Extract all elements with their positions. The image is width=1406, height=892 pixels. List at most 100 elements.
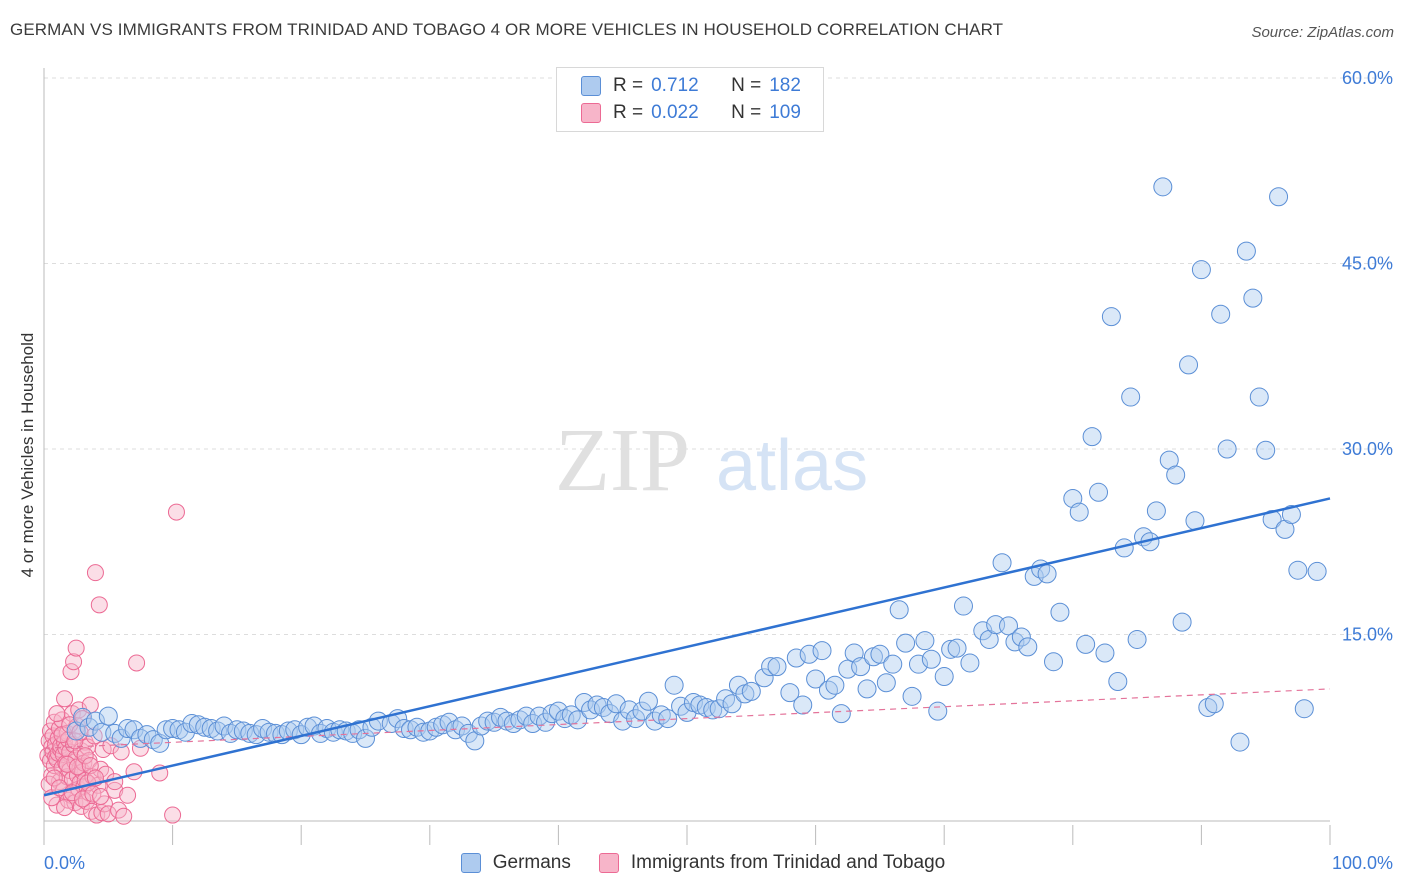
data-point-germans: [722, 694, 742, 714]
data-point-immigrants: [48, 705, 66, 723]
data-point-germans: [638, 691, 658, 711]
data-point-germans: [831, 704, 851, 724]
data-point-germans: [1191, 260, 1211, 280]
data-point-germans: [1082, 427, 1102, 447]
data-point-immigrants: [167, 503, 185, 521]
data-point-germans: [851, 657, 871, 677]
legend-r-label: R =: [613, 75, 644, 96]
data-point-germans: [1011, 627, 1031, 647]
data-point-germans: [812, 641, 832, 661]
data-point-germans: [716, 689, 736, 709]
data-point-germans: [960, 653, 980, 673]
legend-label-immigrants: Immigrants from Trinidad and Tobago: [630, 852, 946, 873]
trend-lines: [43, 497, 1331, 797]
data-point-germans: [857, 679, 877, 699]
data-point-immigrants: [76, 747, 94, 765]
legend-label-germans: Germans: [492, 852, 571, 873]
data-point-immigrants: [56, 690, 74, 708]
data-point-germans: [806, 669, 826, 689]
data-point-germans: [780, 683, 800, 703]
series-germans-points: [66, 177, 1327, 753]
data-point-germans: [240, 723, 260, 743]
data-point-germans: [754, 668, 774, 688]
legend-item-immigrants[interactable]: Immigrants from Trinidad and Tobago: [598, 852, 946, 874]
watermark-atlas: atlas: [716, 426, 868, 506]
data-point-germans: [1121, 387, 1141, 407]
data-point-germans: [1281, 505, 1301, 525]
data-point-germans: [452, 716, 472, 736]
data-point-germans: [195, 717, 215, 737]
data-point-germans: [1269, 187, 1289, 207]
data-point-germans: [703, 700, 723, 720]
legend-swatch-pink: [598, 853, 619, 873]
tick-labels: 15.0% 30.0% 45.0% 60.0% 0.0% 100.0%: [44, 68, 1393, 873]
legend-r-value: 0.022: [651, 102, 699, 123]
data-point-germans: [921, 649, 941, 669]
data-point-germans: [793, 695, 813, 715]
y-tick-label: 60.0%: [1342, 68, 1393, 88]
data-point-immigrants: [90, 596, 108, 614]
data-point-immigrants: [58, 755, 76, 773]
data-point-germans: [1307, 561, 1327, 581]
data-point-germans: [1044, 652, 1064, 672]
data-point-germans: [1249, 387, 1269, 407]
legend-n-value: 182: [769, 75, 801, 96]
data-point-germans: [1050, 602, 1070, 622]
data-point-germans: [1108, 671, 1128, 691]
legend-item-germans[interactable]: Germans: [460, 852, 571, 874]
data-point-germans: [941, 639, 961, 659]
data-point-immigrants: [112, 743, 130, 761]
legend-n-label: N =: [731, 75, 762, 96]
chart-title: GERMAN VS IMMIGRANTS FROM TRINIDAD AND T…: [10, 20, 1004, 39]
data-point-germans: [883, 654, 903, 674]
data-point-germans: [1127, 629, 1147, 649]
data-point-germans: [767, 657, 787, 677]
stats-legend: R = 0.712 N = 182 R = 0.022 N = 109: [556, 67, 824, 132]
data-point-germans: [934, 667, 954, 687]
legend-n-value: 109: [769, 102, 801, 123]
data-point-germans: [143, 730, 163, 750]
data-point-germans: [786, 648, 806, 668]
data-point-immigrants: [106, 781, 124, 799]
data-point-germans: [548, 701, 568, 721]
data-point-germans: [510, 710, 530, 730]
legend-swatch-pink: [581, 103, 601, 123]
data-point-germans: [227, 720, 247, 740]
legend-r-label: R =: [613, 102, 644, 123]
data-point-germans: [825, 675, 845, 695]
data-point-germans: [1153, 177, 1173, 197]
data-point-germans: [992, 553, 1012, 573]
legend-swatch-blue: [581, 76, 601, 96]
data-point-germans: [1230, 732, 1250, 752]
data-point-germans: [1256, 440, 1276, 460]
data-point-germans: [1288, 560, 1308, 580]
watermark-zip: ZIP: [555, 411, 690, 510]
data-point-immigrants: [67, 639, 85, 657]
data-point-immigrants: [106, 773, 124, 791]
data-point-germans: [1179, 355, 1199, 375]
data-point-germans: [799, 644, 819, 664]
data-point-germans: [870, 644, 890, 664]
data-point-germans: [1095, 643, 1115, 663]
data-point-immigrants: [45, 769, 63, 787]
data-point-germans: [1018, 637, 1038, 657]
data-point-germans: [902, 686, 922, 706]
legend-swatch-blue: [460, 853, 481, 873]
data-point-germans: [889, 600, 909, 620]
data-point-immigrants: [125, 763, 143, 781]
data-point-germans: [478, 711, 498, 731]
data-point-germans: [1166, 465, 1186, 485]
data-point-germans: [1198, 697, 1218, 717]
data-point-germans: [1069, 502, 1089, 522]
data-point-germans: [915, 631, 935, 651]
x-tick-label: 0.0%: [44, 853, 85, 873]
data-point-germans: [356, 728, 375, 748]
data-point-germans: [1146, 501, 1166, 521]
data-point-immigrants: [86, 564, 104, 582]
data-point-germans: [561, 705, 581, 725]
data-point-immigrants: [164, 806, 182, 824]
data-point-germans: [953, 596, 973, 616]
data-point-germans: [876, 673, 896, 693]
watermark: ZIP atlas: [555, 411, 868, 510]
